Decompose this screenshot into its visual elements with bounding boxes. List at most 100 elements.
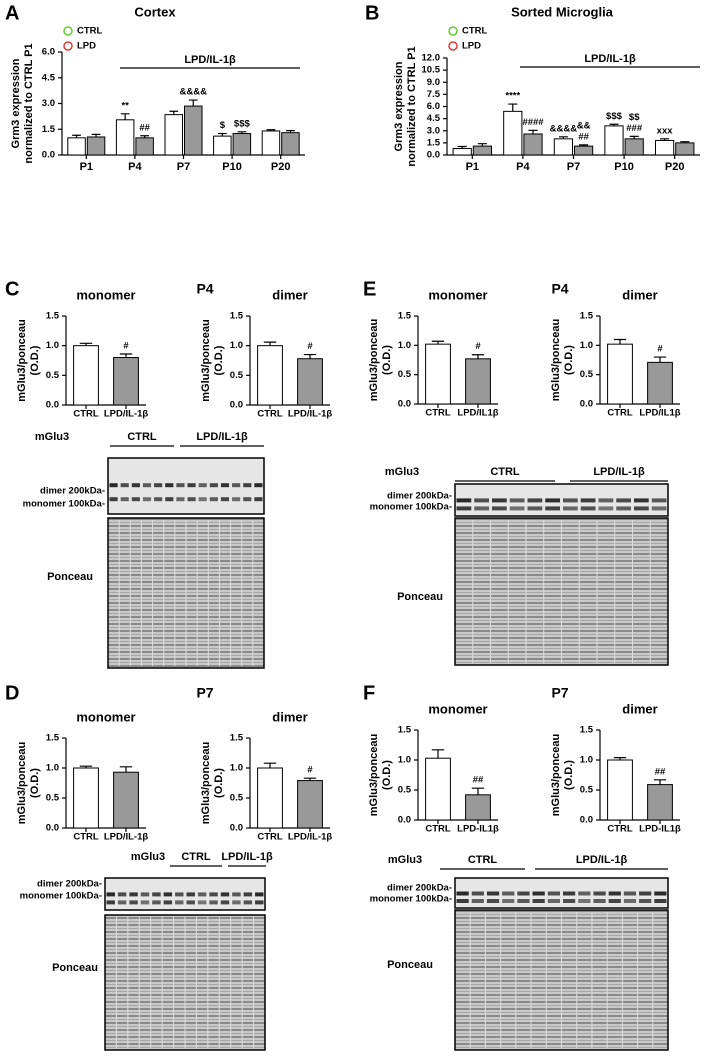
band-label: monomer 100kDa- <box>370 502 452 513</box>
y-axis-label: mGlu3/ponceau(O.D.) <box>550 319 575 402</box>
blot-group: CTRL <box>127 431 157 443</box>
x-tick-label: CTRL <box>607 408 633 419</box>
x-tick-label: LPD/IL-1β <box>288 409 333 420</box>
significance: ## <box>578 131 589 142</box>
band <box>163 892 173 897</box>
y-tick-label: 1.5 <box>42 124 56 135</box>
y-tick-label: 0.5 <box>398 369 412 380</box>
error-bar <box>119 766 133 773</box>
y-tick-label: 1.0 <box>580 340 593 351</box>
y-tick-label: 1.0 <box>580 755 593 766</box>
band <box>198 497 207 502</box>
band <box>580 498 596 503</box>
y-tick-label: 0.0 <box>46 823 59 834</box>
significance: &&&& <box>550 123 578 134</box>
significance: xxx <box>657 125 674 136</box>
significance: **** <box>505 91 520 102</box>
band <box>209 900 218 905</box>
band <box>142 483 152 488</box>
y-tick-label: 0.0 <box>580 399 593 410</box>
chart-title: dimer <box>622 287 657 302</box>
blot-group: CTRL <box>490 466 520 478</box>
chart-title: monomer <box>428 287 487 302</box>
x-tick-label: P1 <box>80 161 93 173</box>
bracket-label: LPD/IL-1β <box>584 53 636 65</box>
band-blot <box>104 877 266 911</box>
bar <box>113 357 139 406</box>
error-bar <box>79 765 93 768</box>
bar <box>523 133 543 156</box>
panel-letter: E <box>363 278 376 300</box>
error-bar <box>237 131 247 134</box>
band <box>532 899 545 903</box>
band <box>547 899 560 903</box>
bar-chart: Cortex Grm3 expressionnormalized to CTRL … <box>10 4 305 173</box>
y-axis-label-line: (O.D.) <box>381 345 393 375</box>
bar <box>257 345 283 406</box>
error-bar <box>508 103 518 112</box>
error-bar <box>217 132 227 137</box>
band <box>129 892 138 897</box>
band <box>255 892 264 897</box>
x-tick-label: P1 <box>466 161 479 173</box>
band <box>639 891 652 896</box>
band <box>129 900 138 905</box>
band-label: monomer 100kDa- <box>20 891 102 902</box>
y-tick-label: 4.5 <box>42 72 56 83</box>
band <box>197 892 207 897</box>
significance: # <box>307 341 313 352</box>
error-bar <box>303 353 317 359</box>
x-tick-label: CTRL <box>73 409 99 420</box>
band <box>474 506 489 511</box>
bar <box>257 767 283 829</box>
y-tick-label: 0.5 <box>46 793 60 804</box>
band <box>131 497 140 502</box>
band <box>187 483 196 488</box>
y-tick-label: 1.5 <box>230 733 244 744</box>
y-tick-label: 0.5 <box>398 785 412 796</box>
error-bar <box>528 129 538 134</box>
bar-chart: monomer mGlu3/ponceau(O.D.) 0.0 0.5 1.0 1.5 CT… <box>368 287 499 418</box>
error-bar <box>303 777 317 781</box>
legend-label: CTRL <box>77 26 103 37</box>
x-tick-label: CTRL <box>257 832 283 843</box>
blot-marker: mGlu3 <box>131 851 165 863</box>
x-tick-label: P20 <box>665 161 685 173</box>
band <box>517 891 530 896</box>
y-axis-label-line: normalized to CTRL P1 <box>23 43 35 163</box>
significance: ** <box>121 100 129 111</box>
band <box>140 900 150 905</box>
bar <box>452 148 472 156</box>
bar <box>465 358 491 405</box>
band <box>492 498 507 503</box>
error-bar <box>660 138 670 141</box>
blot-marker: mGlu3 <box>385 466 419 478</box>
significance: $ <box>220 120 226 131</box>
band <box>220 892 230 897</box>
bracket-label: LPD/IL-1β <box>184 54 236 66</box>
band <box>152 900 161 905</box>
bar <box>472 145 493 156</box>
bar-chart: Sorted Microglia Grm3 expressionnormalize… <box>393 4 700 173</box>
x-tick-label: CTRL <box>607 824 633 835</box>
band <box>654 899 667 903</box>
error-bar <box>558 136 568 139</box>
bar <box>115 119 135 156</box>
band-label: dimer 200kDa- <box>40 486 105 497</box>
y-tick-label: 0.5 <box>46 370 60 381</box>
legend-marker <box>448 41 458 51</box>
x-tick-label: CTRL <box>425 408 451 419</box>
band <box>545 498 560 503</box>
band <box>106 900 115 905</box>
y-axis-label-line: (O.D.) <box>563 760 575 790</box>
error-bar <box>471 354 485 359</box>
bar <box>73 345 99 406</box>
chart-title: monomer <box>76 709 135 724</box>
y-tick-label: 6.0 <box>42 47 55 58</box>
bar <box>213 135 232 156</box>
y-tick-label: 3.0 <box>42 98 55 109</box>
y-tick-label: 0.0 <box>580 815 593 826</box>
y-axis-label-line: (O.D.) <box>381 760 393 790</box>
error-bar <box>91 133 101 137</box>
y-tick-label: 1.0 <box>46 340 59 351</box>
